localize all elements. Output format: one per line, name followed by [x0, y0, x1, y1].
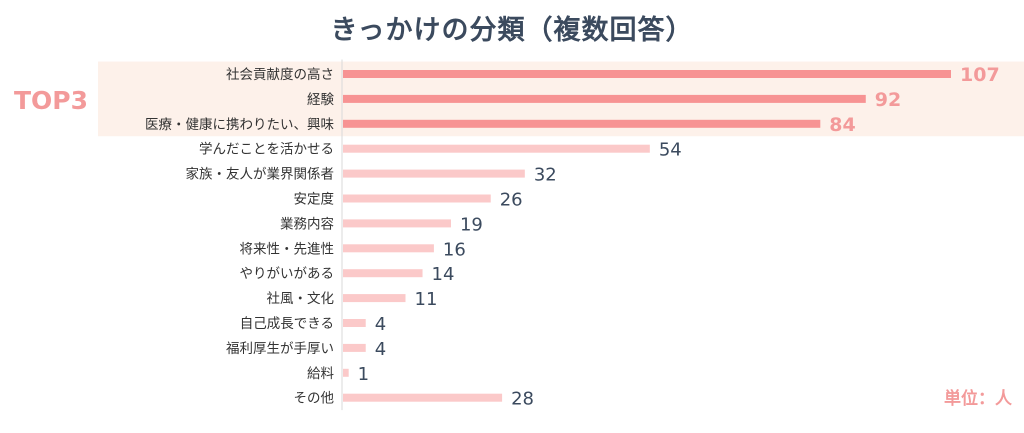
- bar: [343, 319, 366, 327]
- value-label: 92: [875, 89, 901, 111]
- category-label: その他: [294, 391, 335, 407]
- category-label: 将来性・先進性: [240, 241, 335, 257]
- category-label: 社風・文化: [267, 291, 335, 307]
- bar: [343, 144, 650, 153]
- value-label: 1: [358, 364, 369, 385]
- category-label: 家族・友人が業界関係者: [186, 166, 335, 183]
- value-label: 28: [511, 389, 534, 410]
- category-label: 自己成長できる: [240, 316, 334, 332]
- category-label: 学んだことを活かせる: [199, 142, 334, 158]
- bar: [343, 294, 406, 303]
- bar: [343, 70, 951, 78]
- bar: [343, 94, 866, 103]
- category-label: 経験: [307, 92, 334, 108]
- bar: [343, 393, 503, 402]
- value-label: 11: [415, 289, 438, 310]
- value-label: 54: [659, 140, 682, 161]
- value-label: 32: [534, 165, 557, 186]
- bar: [343, 269, 423, 278]
- value-label: 26: [500, 190, 523, 211]
- bar: [343, 169, 525, 178]
- category-label: 業務内容: [280, 215, 334, 232]
- bar: [343, 119, 821, 128]
- category-label: 社会貢献度の高さ: [226, 66, 334, 83]
- category-label: やりがいがある: [240, 266, 335, 282]
- bar: [343, 343, 366, 352]
- top3-label: TOP3: [14, 86, 89, 115]
- unit-label: 単位：人: [944, 389, 1012, 409]
- bar: [343, 194, 491, 203]
- bar: [343, 244, 434, 253]
- value-label: 16: [443, 239, 466, 260]
- category-label: 給料: [307, 366, 334, 382]
- value-label: 4: [375, 339, 386, 360]
- value-label: 19: [460, 214, 483, 235]
- bar: [343, 368, 349, 377]
- value-label: 14: [432, 264, 455, 285]
- chart-title: きっかけの分類（複数回答）: [330, 15, 694, 46]
- value-label: 4: [375, 314, 386, 335]
- value-label: 107: [960, 64, 1000, 86]
- bar: [343, 219, 451, 228]
- category-label: 医療・健康に携わりたい、興味: [145, 116, 334, 133]
- category-label: 安定度: [294, 192, 335, 208]
- category-label: 福利厚生が手厚い: [226, 341, 334, 357]
- value-label: 84: [829, 114, 855, 136]
